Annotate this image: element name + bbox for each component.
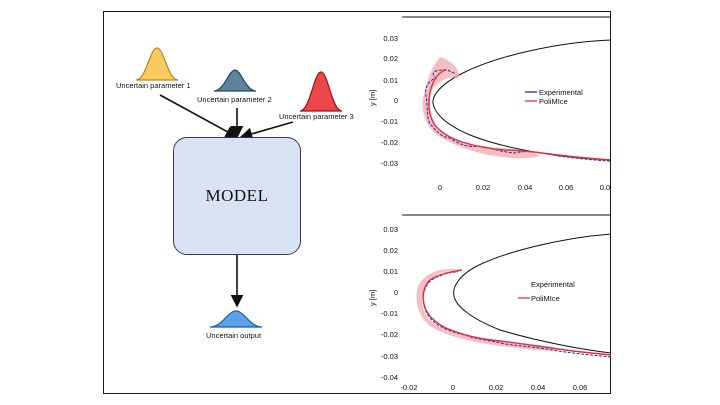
top-x-ticks: 0 0.02 0.04 0.06 0.0: [438, 183, 610, 192]
input-label-1: Uncertain parameter 1: [116, 81, 191, 90]
input-label-2: Uncertain parameter 2: [197, 95, 272, 104]
top-ylabel: y [m]: [368, 90, 377, 106]
bottom-x-ticks: -0.02 0 0.02 0.04 0.06: [400, 383, 587, 392]
arrow-param1-to-model: [159, 94, 239, 138]
output-distribution-icon: [209, 310, 263, 328]
input-label-3: Uncertain parameter 3: [279, 112, 354, 121]
bottom-ytick-5: -0.02: [381, 330, 398, 339]
bottom-polimice-curve: [422, 269, 612, 356]
top-ytick-0: 0.03: [383, 34, 398, 43]
bottom-xtick-4: 0.06: [573, 383, 588, 392]
top-legend-pol-label: PoliMIce: [539, 97, 568, 106]
bottom-xtick-2: 0.02: [489, 383, 504, 392]
bottom-ytick-7: -0.04: [381, 373, 398, 382]
bottom-ylabel: y [m]: [368, 290, 377, 306]
model-label: MODEL: [205, 186, 269, 205]
top-experimental-curve: [425, 69, 611, 162]
top-xtick-2: 0.04: [518, 183, 533, 192]
distribution-2-icon: [213, 69, 257, 92]
bottom-xtick-1: 0: [451, 383, 455, 392]
top-xtick-4: 0.0: [600, 183, 610, 192]
arrow-param3-to-model: [239, 121, 294, 141]
output-label: Uncertain output: [206, 331, 262, 340]
top-uncertainty-band: [422, 57, 540, 159]
top-airfoil-outline: [432, 39, 612, 161]
bottom-xtick-0: -0.02: [400, 383, 417, 392]
top-ytick-4: -0.01: [381, 117, 398, 126]
distribution-3-icon: [299, 71, 343, 112]
top-ytick-1: 0.02: [383, 54, 398, 63]
bottom-uncertainty-band: [416, 268, 560, 351]
top-y-ticks: 0.03 0.02 0.01 0 -0.01 -0.02 -0.03: [381, 34, 398, 168]
bottom-ytick-1: 0.02: [383, 246, 398, 255]
top-polimice-curve: [428, 69, 611, 161]
top-ytick-6: -0.03: [381, 159, 398, 168]
top-ytick-2: 0.01: [383, 76, 398, 85]
bottom-legend-pol-label: PoliMIce: [531, 294, 560, 303]
top-legend-exp-label: Experimental: [539, 88, 583, 97]
bottom-ytick-2: 0.01: [383, 267, 398, 276]
bottom-xtick-3: 0.04: [531, 383, 546, 392]
bottom-legend: Experimental PoliMIce: [518, 280, 575, 303]
model-box: MODEL: [173, 137, 301, 255]
bottom-airfoil-outline: [453, 233, 612, 354]
top-legend: Experimental PoliMIce: [525, 88, 583, 106]
bottom-legend-exp-label: Experimental: [531, 280, 575, 289]
bottom-y-ticks: 0.03 0.02 0.01 0 -0.01 -0.02 -0.03 -0.04: [381, 225, 398, 382]
top-ytick-3: 0: [394, 96, 398, 105]
bottom-ytick-6: -0.03: [381, 352, 398, 361]
bottom-ytick-0: 0.03: [383, 225, 398, 234]
distribution-1-icon: [135, 47, 179, 81]
bottom-experimental-curve: [422, 271, 612, 358]
top-xtick-3: 0.06: [559, 183, 574, 192]
top-ytick-5: -0.02: [381, 138, 398, 147]
top-xtick-1: 0.02: [476, 183, 491, 192]
bottom-ytick-3: 0: [394, 288, 398, 297]
top-xtick-0: 0: [438, 183, 442, 192]
bottom-ytick-4: -0.01: [381, 309, 398, 318]
